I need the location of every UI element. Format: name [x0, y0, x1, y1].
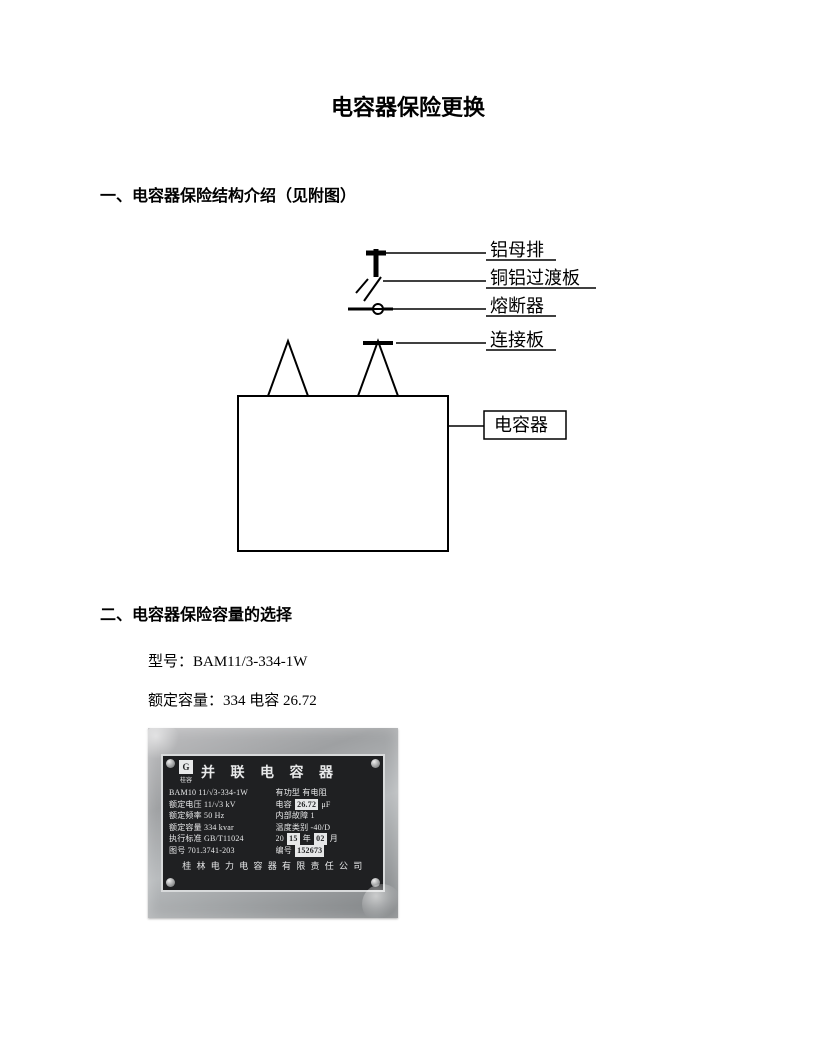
nameplate-cell: 温度类别 -40/D	[276, 822, 377, 834]
model-line: 型号：BAM11/3-334-1W	[148, 650, 716, 671]
page-title: 电容器保险更换	[100, 90, 716, 122]
nameplate-cell: 内部故障 1	[276, 810, 377, 822]
nameplate-cell: 额定频率 50 Hz	[169, 810, 276, 822]
structure-diagram: 铝母排 铜铝过渡板 熔断器 连接板 电容器	[100, 231, 716, 561]
nameplate-cell: 图号 701.3741-203	[169, 845, 276, 857]
value-box: 15	[287, 833, 299, 845]
capacity-line: 额定容量：334 电容 26.72	[148, 689, 716, 710]
value-box: 26.72	[295, 799, 318, 811]
table-row: 执行标准 GB/T11024 20 15 年 02 月	[169, 833, 377, 845]
label-busbar: 铝母排	[490, 240, 544, 260]
table-row: BAM10 11/√3-334-1W 有功型 有电阻	[169, 787, 377, 799]
section2-heading: 二、电容器保险容量的选择	[100, 601, 716, 625]
section1-heading: 一、电容器保险结构介绍（见附图）	[100, 182, 716, 206]
screw-icon	[371, 878, 380, 887]
brand-logo-icon: G	[179, 760, 193, 774]
nameplate-footer: 桂 林 电 力 电 容 器 有 限 责 任 公 司	[169, 859, 377, 872]
label-connector: 连接板	[490, 330, 544, 350]
table-row: 额定频率 50 Hz 内部故障 1	[169, 810, 377, 822]
nameplate-cell: 20 15 年 02 月	[276, 833, 377, 845]
label-fuse: 熔断器	[490, 296, 544, 316]
nameplate-cell: 执行标准 GB/T11024	[169, 833, 276, 845]
table-row: 额定电压 11/√3 kV 电容 26.72 μF	[169, 799, 377, 811]
nameplate-cell: 编号 152673	[276, 845, 377, 857]
screw-icon	[166, 759, 175, 768]
nameplate-cell: 额定容量 334 kvar	[169, 822, 276, 834]
value-box: 02	[314, 833, 326, 845]
nameplate-cell: 有功型 有电阻	[276, 787, 377, 799]
nameplate-cell: 电容 26.72 μF	[276, 799, 377, 811]
nameplate-plate: G 桂容 并 联 电 容 器 BAM10 11/√3-334-1W 有功型 有电…	[161, 754, 385, 892]
label-capacitor: 电容器	[494, 415, 548, 435]
nameplate-cell: 额定电压 11/√3 kV	[169, 799, 276, 811]
screw-icon	[166, 878, 175, 887]
value-box: 152673	[295, 845, 324, 857]
label-transition: 铜铝过渡板	[490, 268, 580, 288]
nameplate-title: 并 联 电 容 器	[201, 762, 339, 782]
nameplate-photo: G 桂容 并 联 电 容 器 BAM10 11/√3-334-1W 有功型 有电…	[148, 728, 716, 918]
table-row: 图号 701.3741-203 编号 152673	[169, 845, 377, 857]
screw-icon	[371, 759, 380, 768]
table-row: 额定容量 334 kvar 温度类别 -40/D	[169, 822, 377, 834]
brand-sub: 桂容	[180, 775, 192, 784]
nameplate-cell: BAM10 11/√3-334-1W	[169, 787, 276, 799]
